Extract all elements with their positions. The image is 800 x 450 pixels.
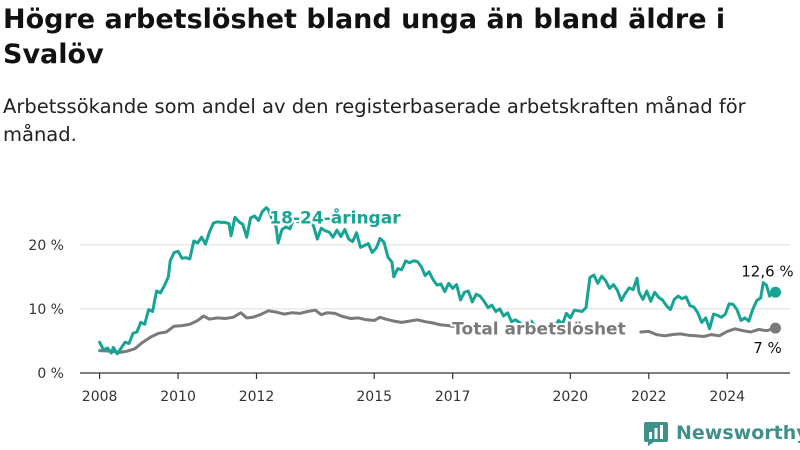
x-tick-label: 2022 (631, 389, 667, 405)
series-layer (98, 206, 781, 356)
x-tick-label: 2024 (709, 389, 745, 405)
series-line-total (639, 326, 777, 338)
x-tick-label: 2020 (553, 389, 589, 405)
annotation-total: Total arbetslöshet (452, 320, 626, 340)
series-line-total (98, 308, 459, 354)
series-line-youth (553, 273, 777, 331)
brand-name: Newsworthy (676, 422, 800, 444)
x-tick-label: 2010 (160, 389, 196, 405)
end-label-total: 7 % (753, 339, 782, 357)
newsworthy-brand[interactable]: Newsworthy (643, 418, 800, 448)
x-tick-label: 2008 (82, 389, 118, 405)
x-tick-label: 2015 (356, 389, 392, 405)
annotation-youth: 18-24-åringar (269, 207, 401, 229)
endpoint-total (769, 322, 781, 334)
x-tick-label: 2017 (435, 389, 471, 405)
axis-layer: 0 % 10 % 20 % 2008 2010 2012 2015 2017 2020 2022 2… (28, 238, 790, 405)
end-label-youth: 12,6 % (741, 262, 793, 280)
line-chart: 0 % 10 % 20 % 2008 2010 2012 2015 2017 2020 2022 2… (28, 205, 793, 405)
label-layer: 12,6 % 7 % 18-24-åringar Total arbetslöshet (267, 205, 793, 357)
series-line-youth (98, 206, 537, 356)
y-tick-label: 10 % (28, 302, 64, 318)
chart-title: Högre arbetslöshet bland unga än bland ä… (3, 4, 726, 70)
x-tick-label: 2012 (239, 389, 275, 405)
newsworthy-logo-icon (644, 422, 668, 446)
chart-subtitle: Arbetssökande som andel av den registerb… (3, 95, 746, 146)
y-tick-label: 20 % (28, 238, 64, 254)
y-tick-label: 0 % (37, 366, 64, 382)
endpoint-youth (769, 286, 781, 298)
